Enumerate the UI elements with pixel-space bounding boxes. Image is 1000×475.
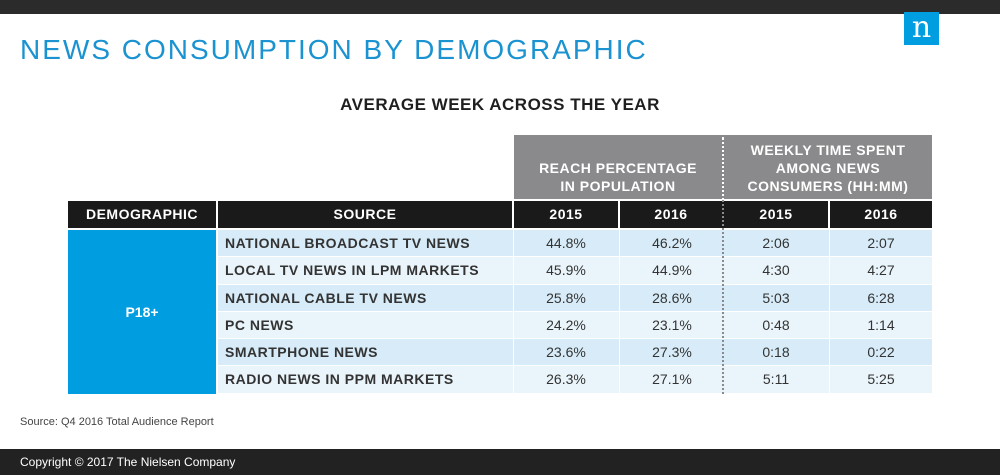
time-2016-cell: 0:22 <box>867 344 895 360</box>
time-2015-cell: 2:06 <box>762 235 790 251</box>
page-title: NEWS CONSUMPTION BY DEMOGRAPHIC <box>20 34 648 65</box>
top-bar <box>0 0 1000 14</box>
reach-2016-cell: 27.1% <box>652 371 692 387</box>
header-demographic: DEMOGRAPHIC <box>85 206 199 222</box>
reach-2016-cell: 28.6% <box>652 290 692 306</box>
reach-2016-cell: 44.9% <box>652 262 692 278</box>
source-cell: NATIONAL CABLE TV NEWS <box>225 290 427 306</box>
header-separator <box>828 201 830 228</box>
time-2015-cell: 5:03 <box>762 290 790 306</box>
header-reach-2016: 2016 <box>654 206 688 222</box>
header-separator <box>618 201 620 228</box>
time-2016-cell: 6:28 <box>867 290 895 306</box>
time-spent-group-label: WEEKLY TIME SPENT AMONG NEWS CONSUMERS (… <box>747 142 909 194</box>
row-divider <box>218 338 932 339</box>
time-2016-cell: 5:25 <box>867 371 895 387</box>
source-cell: NATIONAL BROADCAST TV NEWS <box>225 235 471 251</box>
time-spent-group-header: WEEKLY TIME SPENT AMONG NEWS CONSUMERS (… <box>724 135 932 199</box>
table-row: RADIO NEWS IN PPM MARKETS 26.3% 27.1% 5:… <box>218 366 932 393</box>
reach-2015-cell: 23.6% <box>546 344 586 360</box>
table-subtitle: AVERAGE WEEK ACROSS THE YEAR <box>340 95 660 114</box>
reach-2015-cell: 24.2% <box>546 317 586 333</box>
reach-2016-cell: 27.3% <box>652 344 692 360</box>
source-note: Source: Q4 2016 Total Audience Report <box>20 416 214 428</box>
reach-group-label: REACH PERCENTAGE IN POPULATION <box>539 160 697 194</box>
source-cell: LOCAL TV NEWS IN LPM MARKETS <box>225 262 480 278</box>
table-row: SMARTPHONE NEWS 23.6% 27.3% 0:18 0:22 <box>218 339 932 366</box>
column-divider <box>513 230 514 394</box>
table-header-row <box>68 201 932 228</box>
reach-2016-cell: 23.1% <box>652 317 692 333</box>
source-cell: PC NEWS <box>225 317 294 333</box>
source-cell: RADIO NEWS IN PPM MARKETS <box>225 371 454 387</box>
column-divider <box>619 230 620 394</box>
reach-2015-cell: 45.9% <box>546 262 586 278</box>
time-2015-cell: 4:30 <box>762 262 790 278</box>
table-row: NATIONAL BROADCAST TV NEWS 44.8% 46.2% 2… <box>218 230 932 257</box>
row-divider <box>218 365 932 366</box>
reach-2016-cell: 46.2% <box>652 235 692 251</box>
row-divider <box>218 284 932 285</box>
row-divider <box>218 256 932 257</box>
header-time-2015: 2015 <box>759 206 793 222</box>
nielsen-logo: n <box>904 12 939 45</box>
header-separator <box>512 201 514 228</box>
reach-2015-cell: 25.8% <box>546 290 586 306</box>
table-row: PC NEWS 24.2% 23.1% 0:48 1:14 <box>218 312 932 339</box>
time-2015-cell: 0:48 <box>762 317 790 333</box>
reach-2015-cell: 44.8% <box>546 235 586 251</box>
time-2016-cell: 1:14 <box>867 317 895 333</box>
header-source: SOURCE <box>333 206 397 222</box>
reach-group-header: REACH PERCENTAGE IN POPULATION <box>514 135 722 199</box>
group-divider-dotted <box>722 135 724 394</box>
time-2016-cell: 2:07 <box>867 235 895 251</box>
time-2015-cell: 0:18 <box>762 344 790 360</box>
header-reach-2015: 2015 <box>549 206 583 222</box>
copyright-footer: Copyright © 2017 The Nielsen Company <box>0 449 1000 475</box>
source-cell: SMARTPHONE NEWS <box>225 344 378 360</box>
time-2016-cell: 4:27 <box>867 262 895 278</box>
reach-2015-cell: 26.3% <box>546 371 586 387</box>
table-row: NATIONAL CABLE TV NEWS 25.8% 28.6% 5:03 … <box>218 285 932 312</box>
demographic-cell: P18+ <box>68 230 216 394</box>
column-divider <box>829 230 830 394</box>
header-time-2016: 2016 <box>864 206 898 222</box>
row-divider <box>218 311 932 312</box>
table-row: LOCAL TV NEWS IN LPM MARKETS 45.9% 44.9%… <box>218 257 932 284</box>
time-2015-cell: 5:11 <box>762 371 790 387</box>
header-separator <box>216 201 218 228</box>
